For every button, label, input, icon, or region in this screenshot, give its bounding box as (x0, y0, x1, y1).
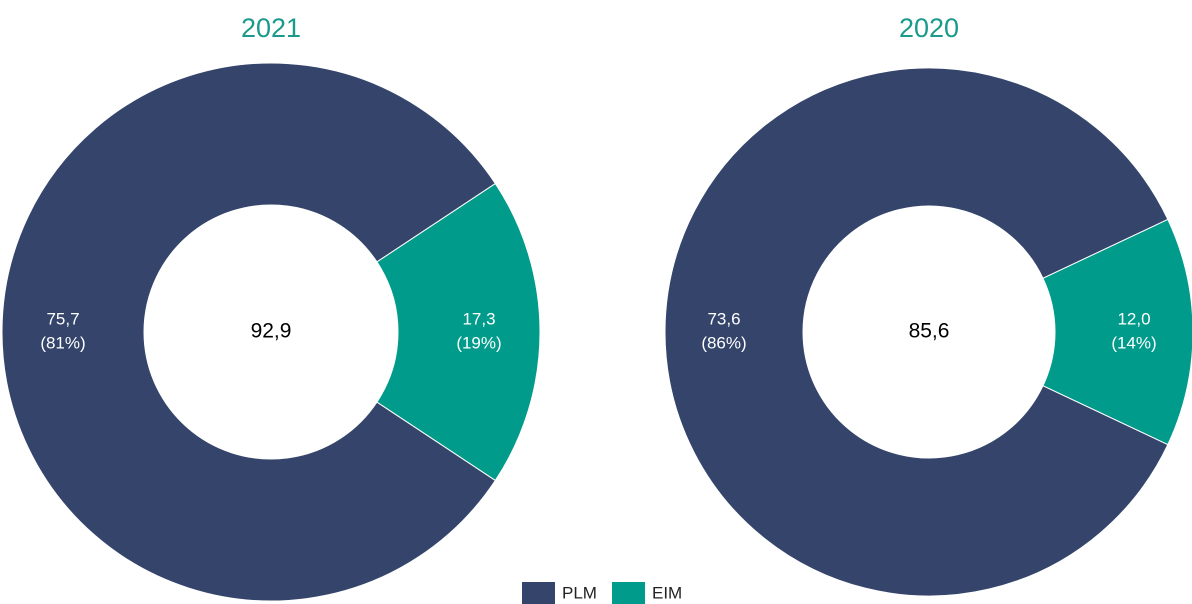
value-label: 17,3 (462, 309, 495, 328)
percent-label: (86%) (701, 333, 746, 352)
value-label: 73,6 (707, 309, 740, 328)
donut-slice (376, 182, 541, 482)
total-label: 85,6 (909, 320, 950, 343)
chart-title: 2021 (241, 13, 301, 43)
chart-title: 2020 (899, 13, 959, 43)
value-label: 75,7 (46, 309, 79, 328)
legend-label: EIM (652, 583, 682, 602)
donut-slice (1042, 218, 1192, 446)
value-label: 12,0 (1117, 309, 1150, 328)
percent-label: (19%) (456, 333, 501, 352)
legend-swatch (522, 582, 555, 604)
donut-slice (1, 62, 497, 602)
legend-label: PLM (562, 583, 597, 602)
total-label: 92,9 (251, 320, 292, 343)
legend-swatch (612, 582, 645, 604)
donut-slice (664, 67, 1169, 597)
percent-label: (81%) (40, 333, 85, 352)
percent-label: (14%) (1111, 333, 1156, 352)
